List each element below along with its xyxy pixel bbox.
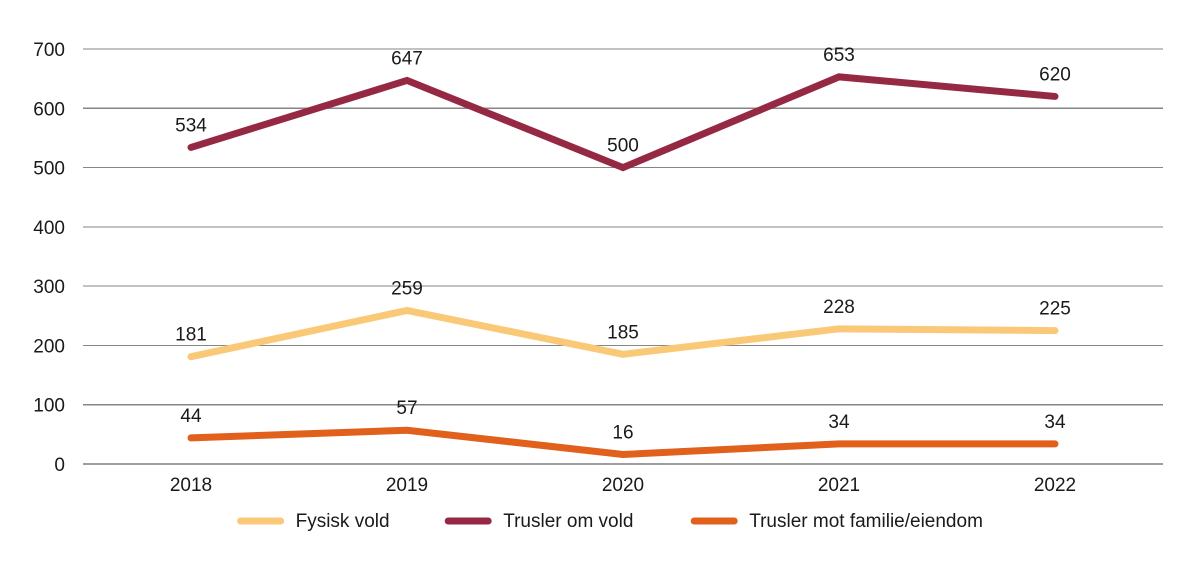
x-tick-label: 2022 — [1034, 475, 1076, 496]
y-tick-label: 100 — [33, 396, 65, 417]
data-point-label: 181 — [175, 325, 207, 346]
data-point-label: 259 — [391, 278, 423, 299]
data-point-label: 34 — [828, 412, 850, 433]
legend-label: Trusler mot familie/eiendom — [749, 511, 983, 532]
gridlines-group — [83, 48, 1163, 465]
data-labels-group: 181 259 185 228 225 534 647 500 653 620 44 57 16 34 34 — [175, 45, 1071, 444]
series-lines-group — [187, 73, 1059, 459]
legend-label: Fysisk vold — [296, 511, 390, 532]
y-tick-label: 500 — [33, 159, 65, 180]
data-point-label: 620 — [1039, 64, 1071, 85]
data-point-label: 16 — [612, 423, 633, 444]
x-axis-tick-labels: 2018 2019 2020 2021 2022 — [170, 475, 1076, 496]
x-tick-label: 2020 — [602, 475, 644, 496]
y-tick-label: 700 — [33, 40, 65, 61]
x-tick-label: 2021 — [818, 475, 860, 496]
data-point-label: 647 — [391, 48, 423, 69]
data-point-label: 225 — [1039, 299, 1071, 320]
chart-legend: Fysisk vold Trusler om vold Trusler mot fa… — [237, 511, 983, 532]
y-tick-label: 300 — [33, 277, 65, 298]
x-tick-label: 2018 — [170, 475, 212, 496]
x-tick-label: 2019 — [386, 475, 428, 496]
y-tick-label: 0 — [54, 455, 65, 476]
series-line — [187, 426, 1059, 459]
y-axis-tick-labels: 0 100 200 300 400 500 600 700 — [33, 40, 65, 476]
data-point-label: 44 — [180, 406, 202, 427]
legend-item[interactable]: Trusler om vold — [444, 511, 633, 532]
legend-item[interactable]: Fysisk vold — [237, 511, 390, 532]
data-point-label: 228 — [823, 297, 855, 318]
series-line — [187, 73, 1059, 172]
legend-item[interactable]: Trusler mot familie/eiendom — [690, 511, 983, 532]
y-tick-label: 200 — [33, 336, 65, 357]
data-point-label: 185 — [607, 322, 639, 343]
data-point-label: 500 — [607, 136, 639, 157]
data-point-label: 653 — [823, 45, 855, 66]
data-point-label: 534 — [175, 115, 207, 136]
data-point-label: 34 — [1044, 412, 1066, 433]
y-tick-label: 600 — [33, 99, 65, 120]
series-line — [187, 306, 1059, 361]
y-tick-label: 400 — [33, 218, 65, 239]
data-point-label: 57 — [396, 398, 417, 419]
legend-label: Trusler om vold — [503, 511, 633, 532]
